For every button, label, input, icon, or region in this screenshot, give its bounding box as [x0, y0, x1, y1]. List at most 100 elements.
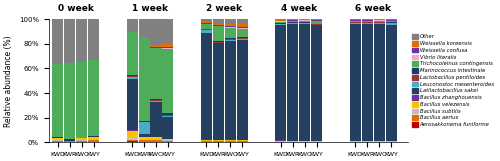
Bar [311, 19, 322, 20]
Bar [225, 19, 236, 24]
Bar [162, 48, 173, 49]
Bar [126, 31, 138, 32]
Bar [288, 141, 298, 142]
Bar [386, 23, 396, 25]
Bar [126, 138, 138, 140]
Bar [126, 131, 138, 138]
Bar [225, 24, 236, 26]
Bar [299, 141, 310, 142]
Bar [52, 64, 64, 137]
Bar [374, 24, 384, 141]
Bar [126, 130, 138, 131]
Bar [276, 25, 286, 140]
Bar [138, 122, 149, 123]
Bar [237, 38, 248, 39]
Bar [201, 28, 212, 29]
Bar [162, 116, 173, 117]
Bar [237, 28, 248, 37]
Bar [276, 141, 286, 142]
Bar [64, 141, 75, 142]
Bar [76, 62, 87, 138]
Bar [276, 21, 286, 22]
Bar [237, 141, 248, 142]
Bar [237, 140, 248, 141]
Bar [237, 39, 248, 40]
Bar [225, 140, 236, 141]
Bar [350, 19, 361, 20]
Bar [138, 121, 149, 122]
Bar [162, 43, 173, 47]
Bar [126, 32, 138, 75]
Bar [76, 141, 87, 142]
Bar [386, 19, 396, 20]
Bar [64, 63, 75, 139]
Bar [88, 60, 99, 136]
Bar [374, 20, 384, 21]
Bar [126, 140, 138, 142]
Bar [162, 49, 173, 113]
Bar [299, 24, 310, 141]
Bar [213, 24, 224, 25]
Bar [138, 137, 149, 140]
Bar [138, 37, 149, 38]
Bar [88, 137, 99, 140]
Bar [150, 99, 162, 100]
Bar [88, 140, 99, 142]
Bar [138, 140, 149, 142]
Bar [150, 137, 162, 139]
Bar [150, 45, 162, 47]
Text: 1 week: 1 week [132, 4, 168, 13]
Bar [201, 140, 212, 141]
Bar [350, 22, 361, 23]
Bar [201, 30, 212, 33]
Bar [213, 42, 224, 43]
Bar [374, 23, 384, 24]
Bar [162, 141, 173, 142]
Bar [52, 141, 64, 142]
Bar [88, 19, 99, 60]
Bar [350, 21, 361, 22]
Bar [299, 23, 310, 24]
Bar [350, 23, 361, 24]
Bar [299, 22, 310, 23]
Bar [225, 28, 236, 38]
Bar [386, 21, 396, 22]
Legend: Other, Weissella koreensis, Weissella confusa, Vibrio literalis, Trichocoleinus : Other, Weissella koreensis, Weissella co… [410, 32, 496, 129]
Bar [162, 113, 173, 115]
Bar [162, 19, 173, 43]
Bar [126, 79, 138, 130]
Bar [386, 20, 396, 21]
Bar [213, 41, 224, 42]
Bar [201, 23, 212, 24]
Bar [276, 22, 286, 23]
Bar [225, 39, 236, 40]
Bar [213, 25, 224, 26]
Bar [288, 19, 298, 20]
Bar [138, 133, 149, 137]
Bar [126, 75, 138, 76]
Bar [362, 19, 372, 20]
Bar [276, 24, 286, 25]
Bar [52, 138, 64, 140]
Bar [362, 141, 372, 142]
Bar [213, 141, 224, 142]
Bar [201, 22, 212, 23]
Y-axis label: Relative abundance (%): Relative abundance (%) [4, 35, 13, 127]
Bar [237, 27, 248, 28]
Bar [386, 25, 396, 141]
Bar [150, 19, 162, 45]
Bar [311, 20, 322, 21]
Text: 4 week: 4 week [280, 4, 317, 13]
Bar [288, 24, 298, 141]
Bar [138, 123, 149, 133]
Bar [362, 20, 372, 21]
Bar [126, 76, 138, 77]
Bar [386, 22, 396, 23]
Bar [52, 140, 64, 141]
Bar [126, 19, 138, 31]
Bar [288, 20, 298, 21]
Bar [276, 19, 286, 20]
Bar [299, 21, 310, 22]
Bar [162, 47, 173, 48]
Bar [374, 22, 384, 23]
